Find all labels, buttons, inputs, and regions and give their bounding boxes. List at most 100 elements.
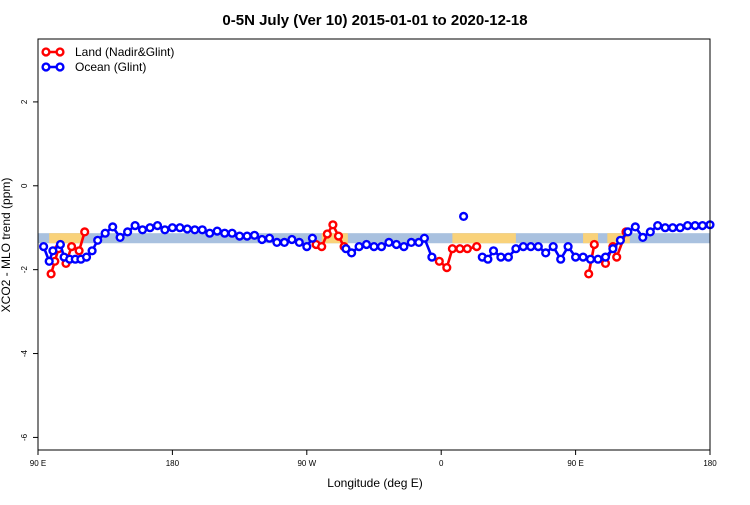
ocean-data-point-0-25 [205,228,215,238]
ocean-data-point-0-13 [115,232,125,243]
ocean-data-point-0-2 [48,246,58,256]
ocean-data-point-2-29 [690,221,700,231]
ocean-data-point-0-30 [242,231,252,241]
land-data-point-2-1 [317,242,327,252]
ocean-data-point-1-0 [341,244,351,254]
ocean-data-point-0-26 [212,226,222,236]
legend: Land (Nadir&Glint)Ocean (Glint) [41,45,174,74]
ocean-data-point-0-23 [190,225,200,235]
land-region-0 [49,233,83,244]
ocean-data-point-0-9 [87,246,97,256]
ocean-data-point-2-17 [600,252,611,262]
ocean-data-point-2-13 [570,252,581,262]
ocean-data-point-0-21 [175,223,185,233]
ocean-data-point-0-11 [100,228,110,238]
ocean-data-point-1-11 [419,233,430,243]
ocean-data-point-1-2 [354,242,364,252]
ocean-data-point-1-12 [427,252,437,262]
ocean-data-point-2-11 [556,254,566,264]
ocean-data-point-1-9 [406,237,416,248]
land-data-point-3-0 [434,256,444,266]
ocean-data-point-2-23 [645,227,655,237]
ocean-data-point-1-8 [399,242,409,252]
ocean-data-point-2-7 [526,242,536,252]
ocean-data-point-2-24 [653,221,663,231]
x-tick-label-0: 90 E [30,459,46,468]
ocean-data-point-1-7 [391,239,402,250]
axes: 90 E 180 90 W 0 90 E 180 2 0 -2 -4 -6 [20,38,717,468]
x-tick-label-4: 90 E [567,459,583,468]
ocean-data-point-1-5 [376,242,387,252]
reference-band [38,233,710,244]
ocean-data-point-1-3 [361,239,372,250]
ocean-data-point-0-37 [294,237,304,248]
ocean-data-point-0-12 [108,222,118,232]
ocean-data-point-2-10 [548,242,558,252]
land-data-point-1-2 [74,246,84,256]
ocean-data-point-0-35 [279,237,290,248]
ocean-data-point-3-0 [459,211,469,222]
ocean-data-point-0-17 [145,223,155,233]
land-data-point-3-2 [447,244,458,254]
ocean-data-point-2-27 [675,223,685,233]
land-data-point-3-1 [442,263,452,273]
ocean-data-point-0-0 [38,242,49,252]
ocean-data-point-1-6 [384,237,394,248]
legend-label-1: Ocean (Glint) [75,60,146,74]
ocean-data-point-2-30 [697,221,708,231]
x-axis-label: Longitude (deg E) [327,476,422,490]
ocean-data-point-2-18 [608,244,618,254]
ocean-data-point-2-9 [541,248,551,258]
land-region-2 [452,233,516,244]
x-tick-label-5: 180 [703,459,717,468]
ocean-data-point-0-3 [55,239,66,250]
plot-frame [37,38,711,451]
land-data-point-2-2 [322,229,332,239]
land-data-point-5-2 [612,252,622,262]
ocean-data-point-0-8 [81,252,92,262]
ocean-data-point-2-6 [518,242,528,252]
ocean-data-point-2-4 [503,252,514,262]
ocean-data-point-0-32 [257,234,267,245]
ocean-data-point-2-12 [563,242,573,252]
legend-marker-0-a [41,47,51,57]
land-data-point-1-1 [66,242,77,252]
ocean-data-point-1-4 [369,242,379,252]
ocean-data-point-0-16 [137,225,148,235]
ocean-data-point-0-15 [130,221,140,231]
ocean-data-point-2-20 [623,227,633,237]
ocean-data-point-0-19 [160,225,170,235]
ocean-data-point-2-3 [496,252,506,262]
plot-area [38,211,715,279]
y-tick-label-2: -2 [20,266,29,274]
x-tick-label-2: 90 W [297,459,316,468]
ocean-data-point-0-1 [44,256,54,266]
ocean-data-point-2-25 [660,223,670,233]
land-data-point-2-3 [328,220,338,230]
land-data-point-4-0 [584,269,594,279]
ocean-data-point-2-16 [593,254,603,264]
ocean-data-point-0-33 [264,233,275,243]
legend-label-0: Land (Nadir&Glint) [75,45,174,59]
land-data-point-2-4 [333,231,344,241]
ocean-data-point-0-27 [220,228,230,238]
ocean-data-point-2-8 [533,242,543,252]
ocean-data-point-0-18 [152,221,163,231]
ocean-data-point-0-39 [307,233,318,243]
ocean-data-point-2-14 [578,252,588,262]
land-data-point-1-3 [80,227,90,237]
ocean-data-point-0-24 [197,225,207,235]
ocean-data-point-0-10 [93,235,103,245]
ocean-data-point-2-21 [630,222,640,232]
ocean-data-point-1-1 [347,248,357,258]
ocean-data-point-2-28 [682,221,693,231]
ocean-data-point-0-38 [302,242,312,252]
ocean-data-point-0-29 [235,231,245,241]
x-tick-label-1: 180 [166,459,180,468]
ocean-data-point-2-5 [511,244,521,254]
ocean-data-point-0-34 [272,237,282,248]
ocean-data-point-0-14 [122,227,133,237]
land-data-point-3-4 [462,244,472,254]
